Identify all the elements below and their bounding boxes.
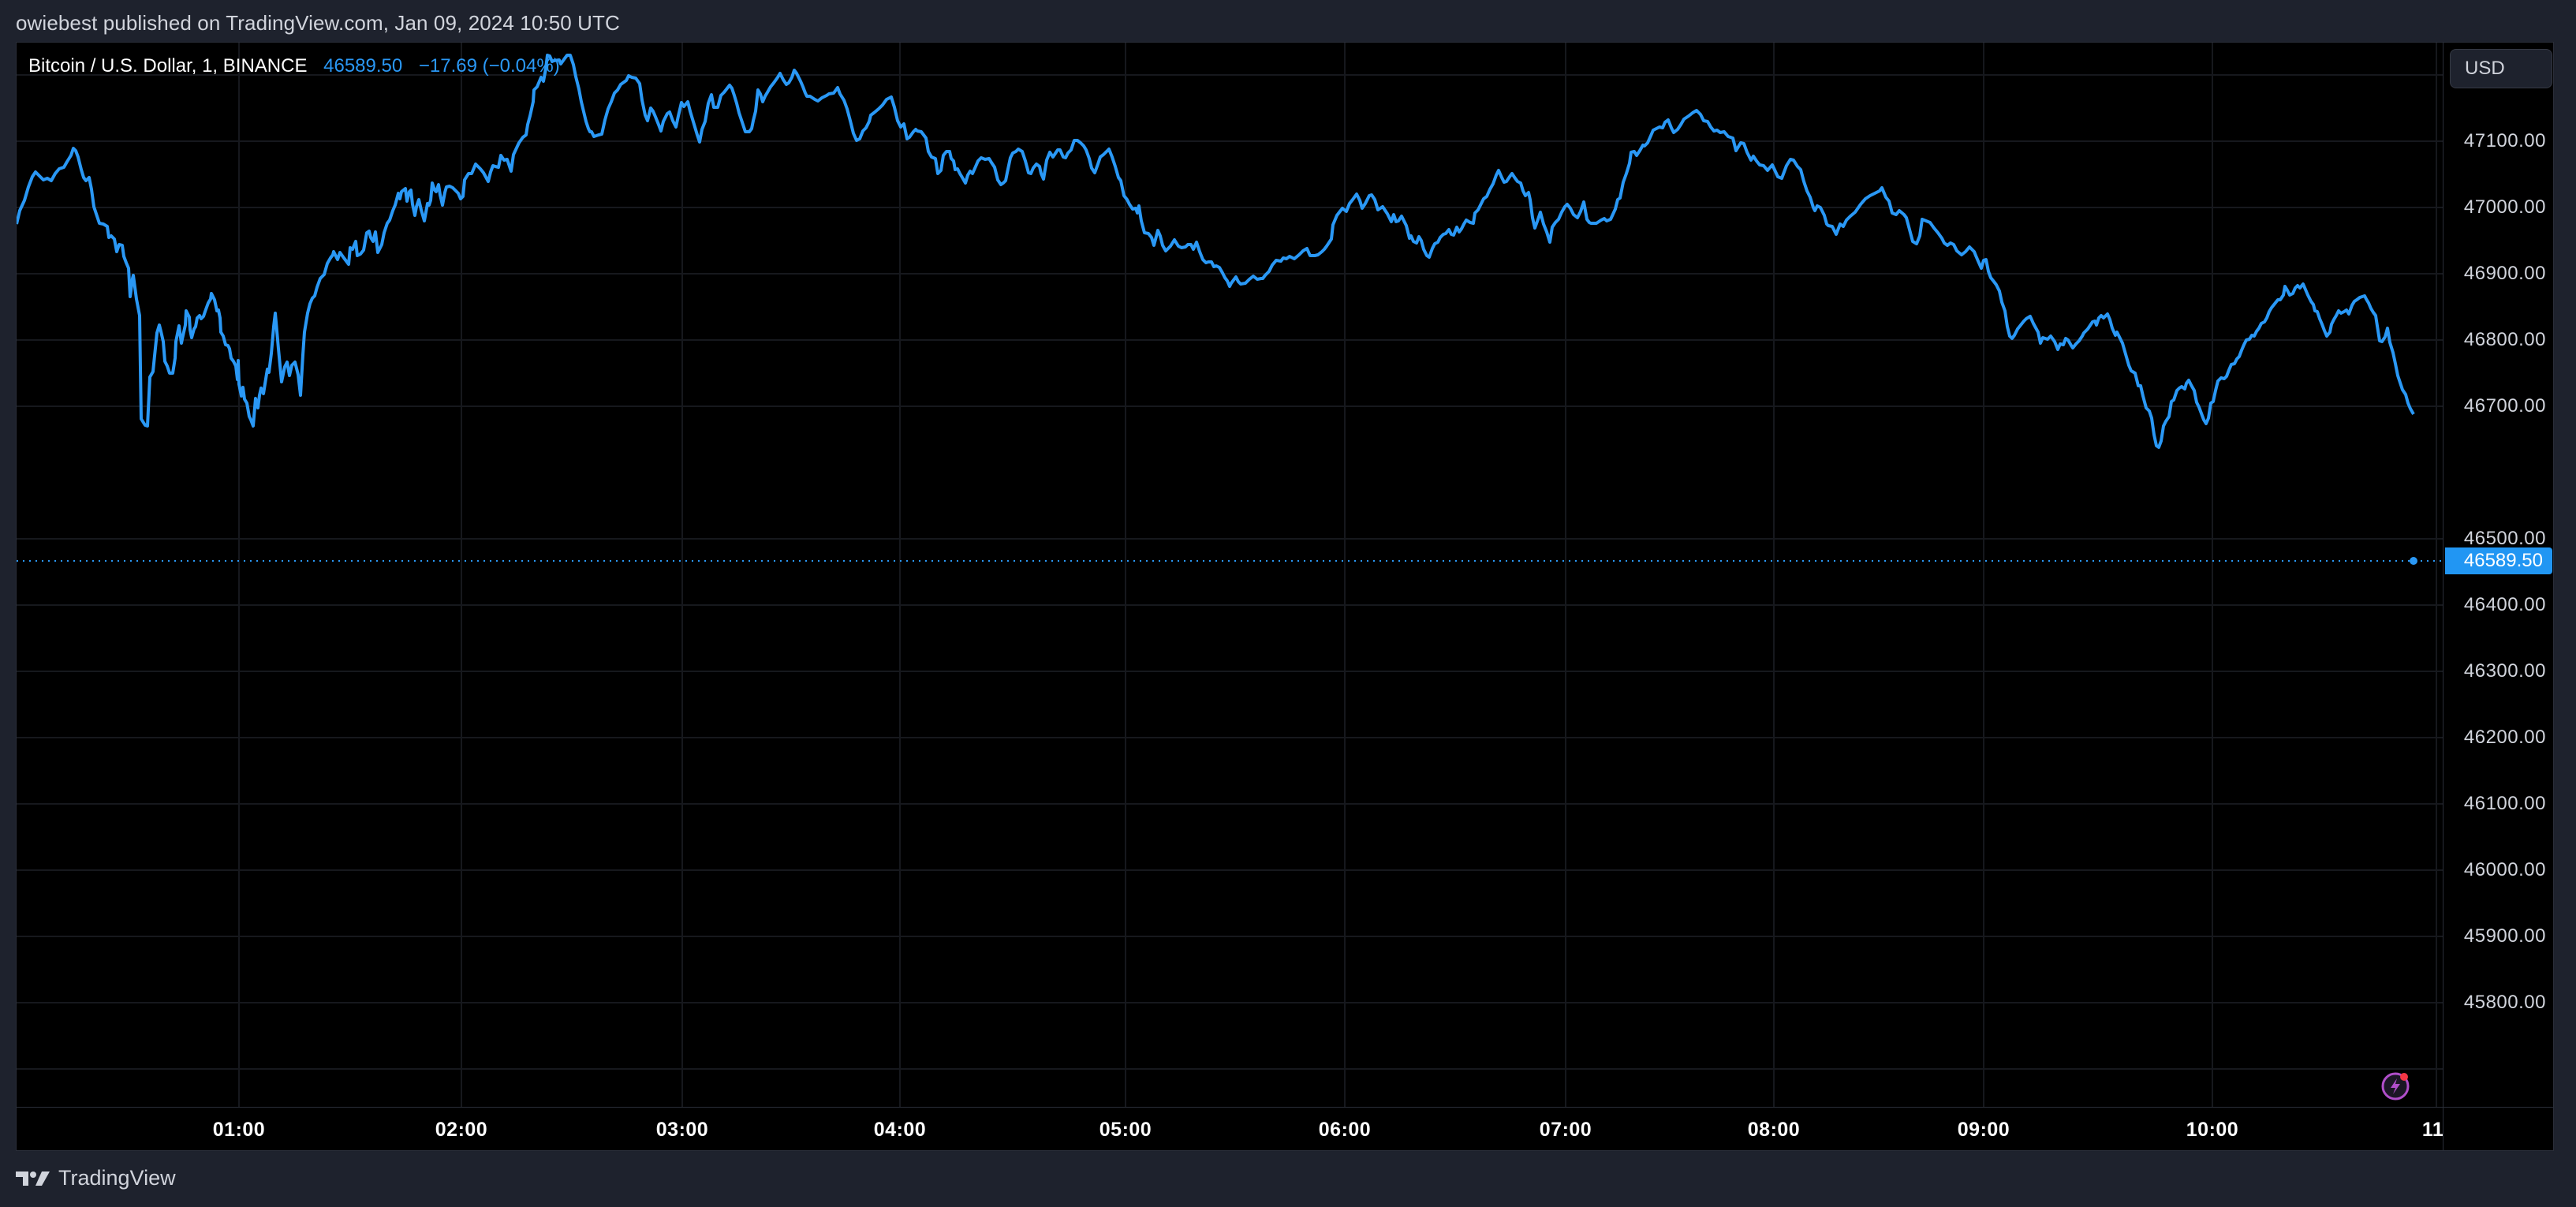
price-axis[interactable]: 47200.00 47100.00 47000.00 46900.00 4680… xyxy=(2443,43,2554,1107)
alert-lightning-icon[interactable] xyxy=(2380,1071,2410,1100)
y-tick-label: 46800.00 xyxy=(2463,329,2546,350)
symbol-title[interactable]: Bitcoin / U.S. Dollar, 1, BINANCE xyxy=(28,55,308,77)
chart-plot-area[interactable] xyxy=(17,43,2443,1107)
y-tick-label: 46900.00 xyxy=(2463,263,2546,284)
tradingview-logo-icon xyxy=(16,1171,50,1186)
legend-change: −17.69 (−0.04%) xyxy=(418,55,560,77)
y-tick-label: 47100.00 xyxy=(2463,130,2546,151)
axis-corner xyxy=(2443,1107,2554,1151)
y-tick-label: 46500.00 xyxy=(2463,528,2546,549)
x-tick-label: 09:00 xyxy=(1957,1119,2010,1141)
x-tick-label: 03:00 xyxy=(655,1119,709,1141)
y-tick-label: 46300.00 xyxy=(2463,660,2546,682)
published-line: owiebest published on TradingView.com, J… xyxy=(16,11,620,35)
vertical-gridlines xyxy=(238,43,2437,1107)
y-tick-label: 46000.00 xyxy=(2463,859,2546,880)
chart-frame xyxy=(16,42,2554,1151)
x-tick-label: 05:00 xyxy=(1099,1119,1152,1141)
currency-button[interactable]: USD xyxy=(2450,49,2552,88)
x-tick-label: 08:00 xyxy=(1747,1119,1801,1141)
y-tick-label: 46400.00 xyxy=(2463,594,2546,615)
horizontal-gridlines xyxy=(17,74,2443,1070)
y-tick-label: 46200.00 xyxy=(2463,727,2546,748)
x-tick-label: 02:00 xyxy=(435,1119,488,1141)
footer-brand-name: TradingView xyxy=(58,1166,176,1190)
x-tick-label: 07:00 xyxy=(1539,1119,1592,1141)
x-tick-label: 01:00 xyxy=(212,1119,266,1141)
price-chart-svg xyxy=(17,43,2443,1107)
time-axis[interactable]: 01:00 02:00 03:00 04:00 05:00 06:00 07:0… xyxy=(17,1107,2443,1151)
last-price-badge: 46589.50 xyxy=(2445,547,2552,574)
y-tick-label: 46700.00 xyxy=(2463,395,2546,417)
x-tick-label: 06:00 xyxy=(1318,1119,1372,1141)
chart-legend: Bitcoin / U.S. Dollar, 1, BINANCE 46589.… xyxy=(28,55,560,77)
x-tick-label: 10:00 xyxy=(2186,1119,2239,1141)
price-line xyxy=(17,54,2415,449)
x-tick-label: 11: xyxy=(2421,1119,2443,1141)
legend-last-price: 46589.50 xyxy=(323,55,403,77)
y-tick-label: 45900.00 xyxy=(2463,925,2546,947)
x-tick-label: 04:00 xyxy=(873,1119,927,1141)
footer-branding[interactable]: TradingView xyxy=(16,1166,176,1190)
y-tick-label: 45800.00 xyxy=(2463,992,2546,1013)
y-tick-label: 46100.00 xyxy=(2463,793,2546,814)
y-tick-label: 47000.00 xyxy=(2463,196,2546,218)
last-price-dot xyxy=(2410,557,2417,565)
